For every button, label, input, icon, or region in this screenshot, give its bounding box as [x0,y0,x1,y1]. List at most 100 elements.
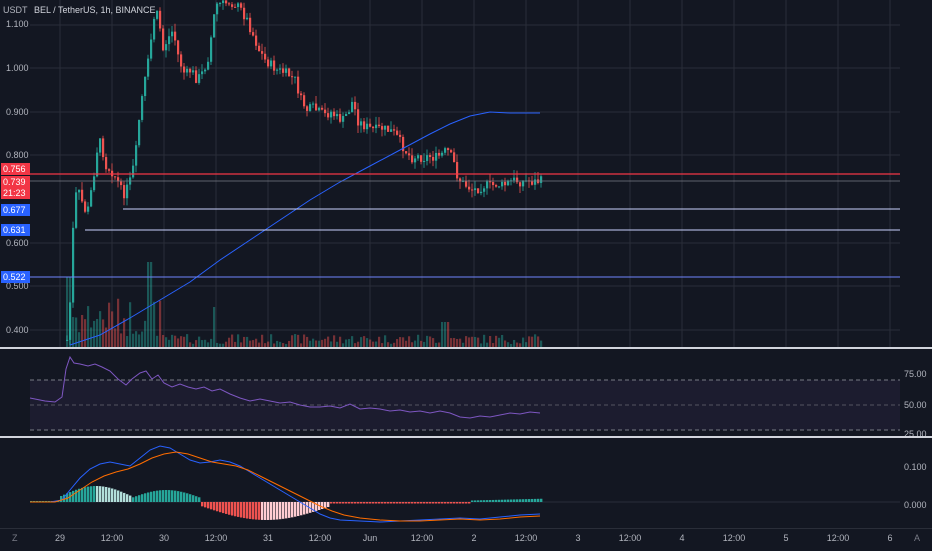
candle-body-27 [147,58,150,77]
volume-bar-150 [516,342,519,347]
macd-hist-bar-136 [438,502,441,504]
pane-separator-macd[interactable] [0,436,932,438]
time-label-1200: 12:00 [308,533,332,543]
candle-body-44 [198,74,201,83]
candle-body-151 [519,182,522,187]
candle-body-90 [336,114,339,117]
macd-hist-bar-86 [288,502,291,518]
candle-body-66 [264,53,267,60]
volume-bar-138 [480,343,483,347]
macd-hist-bar-105 [345,502,348,504]
volume-bar-151 [519,343,522,347]
macd-hist-bar-18 [84,487,87,502]
symbol-title[interactable]: BEL / TetherUS, 1h, BINANCE [34,5,156,15]
macd-hist-bar-75 [255,502,258,520]
macd-hist-bar-106 [348,502,351,504]
macd-hist-bar-81 [273,502,276,520]
volume-bar-143 [495,335,498,347]
volume-bar-11 [99,311,102,347]
volume-bar-91 [339,336,342,347]
candle-body-59 [243,7,246,20]
candle-body-105 [381,126,384,130]
macd-hist-bar-80 [270,502,273,520]
volume-bar-53 [225,341,228,347]
candle-body-43 [195,70,198,83]
volume-bar-79 [303,334,306,347]
candle-body-89 [333,111,336,117]
candle-body-2 [72,227,75,303]
volume-bar-126 [444,322,447,347]
candle-body-55 [231,4,234,7]
volume-bar-5 [81,314,84,347]
volume-bar-148 [510,343,513,347]
pane-separator-rsi[interactable] [0,347,932,349]
macd-hist-bar-26 [108,487,111,502]
macd-hist-bar-85 [285,502,288,519]
volume-bar-81 [309,340,312,347]
macd-hist-bar-14 [72,490,75,502]
macd-hist-bar-122 [396,502,399,504]
candle-body-137 [477,188,480,194]
volume-bar-149 [513,339,516,347]
candle-body-62 [252,32,255,36]
volume-bar-54 [228,337,231,347]
macd-hist-bar-145 [465,502,468,504]
volume-bar-145 [501,334,504,347]
volume-bar-117 [417,334,420,347]
volume-bar-93 [345,339,348,347]
macd-hist-bar-91 [303,502,306,515]
macd-hist-bar-21 [93,486,96,502]
volume-bar-32 [162,335,165,347]
candle-body-60 [246,17,249,20]
macd-hist-bar-148 [474,500,477,502]
candle-body-72 [282,68,285,73]
candle-body-143 [495,185,498,187]
volume-bar-108 [390,343,393,347]
price-tick-0400: 0.400 [6,325,29,335]
main-chart-pane[interactable]: USDT BEL / TetherUS, 1h, BINANCE 1.100 1… [0,0,932,347]
volume-bar-146 [504,340,507,347]
volume-bar-154 [528,336,531,347]
volume-bar-38 [180,336,183,347]
macd-hist-bar-40 [150,491,153,502]
macd-hist-bar-165 [525,499,528,502]
candle-body-8 [90,190,93,207]
macd-hist-bar-128 [414,502,417,504]
volume-bar-110 [396,339,399,347]
macd-hist-bar-100 [330,502,333,504]
candle-body-45 [201,71,204,75]
timezone-button[interactable]: Z [12,533,18,543]
candle-body-78 [300,93,303,96]
candle-body-111 [399,134,402,137]
candle-body-17 [117,177,120,182]
volume-bar-48 [210,338,213,347]
macd-hist-bar-167 [531,498,534,502]
rsi-pane[interactable]: 75.00 50.00 25.00 [0,349,932,439]
macd-hist-bar-164 [522,499,525,502]
macd-hist-bar-138 [444,502,447,504]
macd-hist-bar-98 [324,502,327,509]
volume-bar-85 [321,339,324,347]
macd-pane[interactable]: 0.100 0.000 [0,438,932,528]
main-chart-svg[interactable] [0,0,932,347]
time-label-1200: 12:00 [204,533,228,543]
candle-body-97 [357,109,360,126]
candle-body-9 [93,176,96,191]
candle-body-34 [168,36,171,45]
candle-body-75 [291,76,294,78]
candle-body-114 [408,153,411,156]
candle-body-106 [384,125,387,130]
macd-hist-bar-72 [246,502,249,519]
candle-body-131 [459,178,462,182]
volume-bar-121 [429,336,432,347]
macd-hist-bar-104 [342,502,345,504]
auto-scale-button[interactable]: A [914,533,921,543]
volume-bar-120 [426,335,429,347]
volume-bar-37 [177,338,180,347]
volume-bar-95 [351,336,354,347]
volume-bar-34 [168,339,171,347]
volume-bar-6 [84,319,87,347]
time-axis[interactable] [0,528,932,551]
volume-bar-155 [531,336,534,347]
candle-body-141 [489,181,492,183]
